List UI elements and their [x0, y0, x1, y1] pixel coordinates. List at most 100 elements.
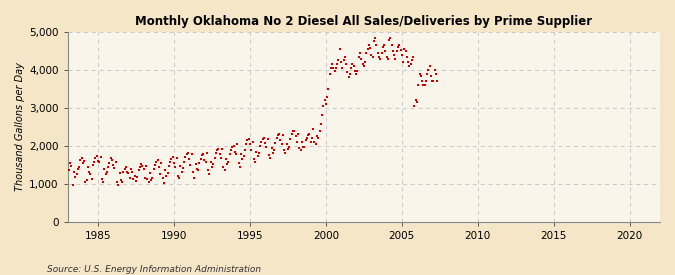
Point	[348, 64, 359, 68]
Point	[165, 160, 176, 164]
Point	[234, 164, 245, 169]
Point	[346, 66, 356, 70]
Point	[194, 161, 205, 165]
Point	[211, 147, 222, 152]
Point	[373, 51, 383, 55]
Point	[299, 144, 310, 149]
Point	[114, 171, 125, 175]
Point	[389, 53, 400, 57]
Point	[133, 168, 144, 173]
Point	[127, 170, 138, 175]
Point	[241, 142, 252, 146]
Point	[219, 168, 230, 173]
Point	[209, 156, 220, 160]
Point	[413, 83, 424, 87]
Point	[421, 79, 431, 84]
Point	[118, 169, 129, 174]
Point	[266, 145, 277, 150]
Point	[141, 163, 152, 168]
Point	[337, 66, 348, 70]
Point	[288, 129, 298, 134]
Point	[322, 95, 333, 100]
Point	[295, 148, 306, 153]
Point	[393, 45, 404, 49]
Point	[285, 137, 296, 141]
Point	[188, 169, 198, 174]
Point	[395, 48, 406, 52]
Point	[247, 140, 258, 144]
Point	[387, 49, 398, 53]
Point	[364, 46, 375, 50]
Point	[217, 147, 227, 151]
Point	[144, 171, 155, 175]
Point	[186, 152, 197, 156]
Point	[332, 62, 343, 66]
Point	[175, 163, 186, 168]
Point	[276, 142, 287, 146]
Point	[246, 147, 256, 152]
Point	[199, 158, 210, 163]
Point	[185, 163, 196, 167]
Point	[386, 43, 397, 47]
Point	[146, 178, 157, 182]
Point	[305, 140, 316, 144]
Point	[88, 163, 99, 167]
Point	[271, 136, 282, 141]
Point	[76, 156, 87, 160]
Point	[279, 148, 290, 153]
Point	[309, 140, 320, 144]
Point	[66, 163, 77, 168]
Point	[84, 169, 95, 174]
Point	[240, 147, 250, 152]
Point	[315, 122, 326, 126]
Point	[344, 75, 354, 79]
Point	[374, 54, 385, 59]
Point	[284, 144, 294, 149]
Point	[371, 43, 382, 47]
Point	[405, 62, 416, 66]
Point	[221, 157, 232, 161]
Point	[304, 132, 315, 137]
Point	[422, 72, 433, 76]
Point	[215, 156, 226, 160]
Point	[385, 35, 396, 40]
Point	[161, 174, 172, 178]
Point	[273, 132, 284, 137]
Point	[131, 178, 142, 183]
Point	[237, 157, 248, 161]
Point	[224, 152, 235, 156]
Point	[390, 56, 401, 61]
Point	[75, 158, 86, 163]
Point	[428, 79, 439, 84]
Point	[79, 159, 90, 163]
Point	[398, 60, 408, 65]
Point	[71, 172, 82, 177]
Point	[280, 151, 291, 156]
Point	[406, 58, 417, 63]
Point	[184, 157, 194, 161]
Point	[294, 145, 304, 150]
Point	[269, 148, 279, 153]
Point	[425, 73, 436, 78]
Point	[140, 176, 151, 180]
Point	[103, 164, 113, 169]
Point	[344, 72, 355, 76]
Point	[113, 182, 124, 187]
Point	[80, 180, 91, 184]
Point	[196, 153, 207, 158]
Point	[331, 66, 342, 70]
Point	[236, 152, 246, 156]
Point	[151, 160, 161, 164]
Point	[214, 152, 225, 156]
Point	[153, 164, 164, 169]
Point	[381, 54, 392, 59]
Point	[376, 51, 387, 55]
Point	[261, 144, 272, 149]
Point	[253, 151, 264, 156]
Point	[270, 141, 281, 145]
Point	[179, 160, 190, 164]
Point	[384, 37, 395, 42]
Point	[78, 161, 88, 165]
Point	[431, 72, 441, 76]
Point	[302, 136, 313, 141]
